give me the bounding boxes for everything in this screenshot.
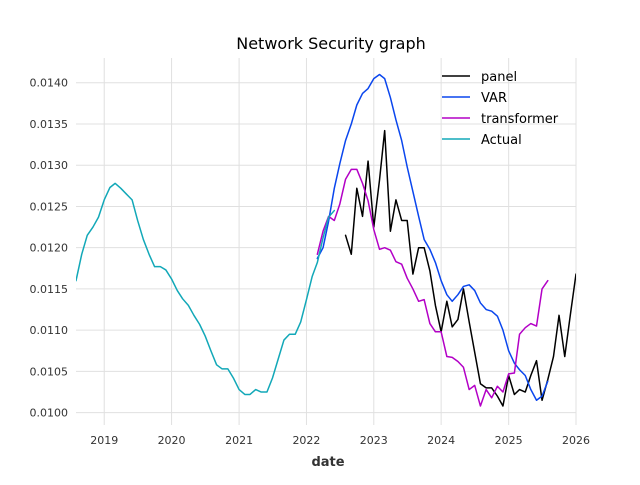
x-tick-label: 2025 (495, 434, 523, 447)
y-tick-label: 0.0125 (30, 200, 69, 213)
series-line-actual (76, 182, 336, 396)
x-tick-labels: 2019 2020 2021 2022 2023 2024 2025 2026 (90, 434, 590, 447)
x-axis-title: date (311, 455, 344, 470)
y-tick-label: 0.0120 (30, 242, 69, 255)
grid-layer (76, 58, 577, 425)
x-tick-label: 2024 (427, 434, 455, 447)
y-tick-label: 0.0130 (30, 159, 69, 172)
x-tick-label: 2020 (158, 434, 186, 447)
x-tick-label: 2021 (225, 434, 253, 447)
series-line-transformer (316, 168, 549, 407)
x-tick-label: 2023 (360, 434, 388, 447)
legend: panel VAR transformer Actual (442, 70, 559, 148)
y-tick-label: 0.0100 (30, 407, 69, 420)
x-tick-label: 2019 (90, 434, 118, 447)
series-lines (76, 73, 576, 407)
y-tick-label: 0.0140 (30, 77, 69, 90)
x-tick-label: 2026 (562, 434, 590, 447)
y-tick-labels: 0.0100 0.0105 0.0110 0.0115 0.0120 0.0125 0.01… (30, 77, 69, 420)
legend-label-panel: panel (481, 70, 517, 85)
chart-title: Network Security graph (236, 34, 426, 53)
y-tick-label: 0.0115 (30, 283, 69, 296)
legend-label-transformer: transformer (481, 112, 559, 127)
legend-label-actual: Actual (481, 133, 522, 148)
x-tick-label: 2022 (292, 434, 320, 447)
y-tick-label: 0.0105 (30, 365, 69, 378)
series-line-panel (344, 129, 576, 407)
series-line-var (316, 73, 549, 402)
legend-label-var: VAR (481, 91, 507, 106)
y-tick-label: 0.0135 (30, 118, 69, 131)
y-tick-label: 0.0110 (30, 324, 69, 337)
